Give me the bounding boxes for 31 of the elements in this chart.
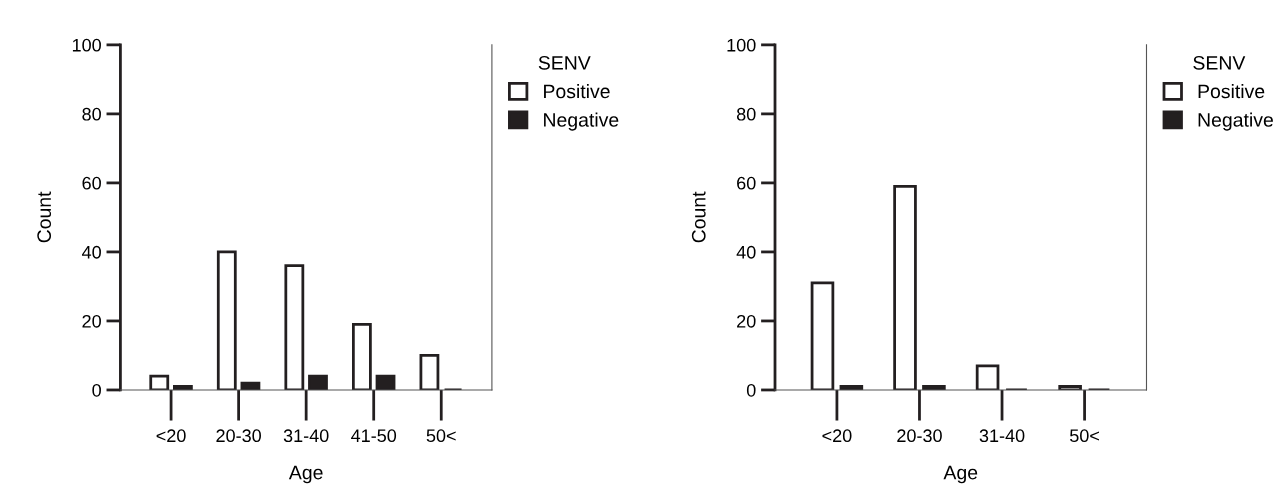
x-tick-label: <20 (156, 429, 186, 443)
legend-label: Negative (1198, 112, 1273, 131)
legend-label: Positive (544, 84, 610, 99)
y-tick-label: 60 (737, 176, 756, 190)
x-tick-label: 20-30 (897, 429, 942, 443)
x-tick-label: <20 (822, 429, 852, 443)
x-tick-label: 20-30 (216, 429, 261, 443)
legend-title: SENV (1193, 55, 1246, 70)
y-axis-title: Count (691, 191, 706, 243)
y-tick-label: 80 (82, 107, 101, 121)
y-tick-label: 100 (727, 38, 756, 52)
y-tick-label: 20 (737, 314, 756, 328)
x-axis-title: Age (943, 465, 978, 484)
y-tick-label: 100 (72, 38, 101, 52)
legend-title: SENV (538, 55, 591, 70)
y-tick-label: 60 (82, 176, 101, 190)
x-tick-label: 50< (426, 429, 456, 443)
y-tick-label: 0 (92, 383, 101, 397)
y-tick-label: 80 (736, 107, 756, 121)
x-tick-label: 50< (1069, 429, 1100, 443)
y-tick-label: 40 (736, 245, 756, 259)
y-tick-label: 0 (746, 383, 756, 397)
y-tick-label: 20 (82, 314, 101, 328)
legend-label: Positive (1198, 84, 1265, 99)
legend-label: Negative (544, 112, 619, 131)
y-axis-title: Count (37, 191, 52, 243)
y-tick-label: 40 (82, 245, 101, 259)
x-tick-label: 31-40 (979, 429, 1025, 443)
x-tick-label: 41-50 (351, 429, 397, 443)
x-axis-title: Age (288, 465, 323, 484)
x-tick-label: 31-40 (283, 429, 329, 443)
